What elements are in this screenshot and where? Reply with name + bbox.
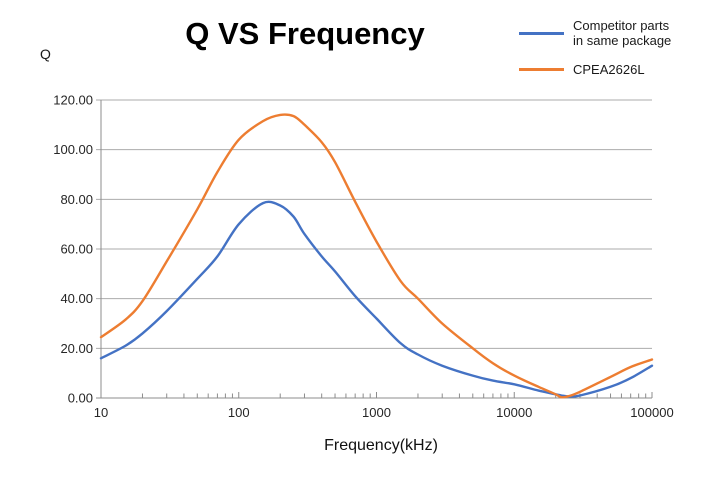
chart-title: Q VS Frequency xyxy=(185,16,425,51)
y-axis-unit-label: Q xyxy=(40,46,51,62)
y-tick-label: 100.00 xyxy=(53,142,93,157)
series-line-competitor xyxy=(99,200,654,398)
legend-item-competitor: Competitor parts in same package xyxy=(519,18,715,48)
y-tick-label: 40.00 xyxy=(60,291,93,306)
legend: Competitor parts in same package CPEA2626… xyxy=(519,18,715,91)
x-axis-title: Frequency(kHz) xyxy=(324,437,438,454)
legend-label-line2: in same package xyxy=(573,33,672,48)
x-tick-label: 10000 xyxy=(496,405,532,420)
y-tick-label: 20.00 xyxy=(60,341,93,356)
x-tick-label: 1000 xyxy=(362,405,391,420)
legend-label-cpea2626l: CPEA2626L xyxy=(573,62,645,77)
x-tick-label: 100 xyxy=(228,405,250,420)
series-line-cpea2626l xyxy=(99,113,654,399)
legend-label-line1: Competitor parts xyxy=(573,18,670,33)
y-tick-label: 80.00 xyxy=(60,192,93,207)
legend-line-sample-orange xyxy=(519,68,564,71)
y-tick-label: 0.00 xyxy=(68,391,93,406)
legend-label-competitor: Competitor parts in same package xyxy=(573,18,671,48)
x-tick-label: 100000 xyxy=(630,405,673,420)
x-tick-label: 10 xyxy=(94,405,108,420)
y-tick-label: 60.00 xyxy=(60,242,93,257)
y-tick-label: 120.00 xyxy=(53,93,93,108)
legend-item-cpea2626l: CPEA2626L xyxy=(519,62,715,77)
legend-line-sample-blue xyxy=(519,31,564,35)
